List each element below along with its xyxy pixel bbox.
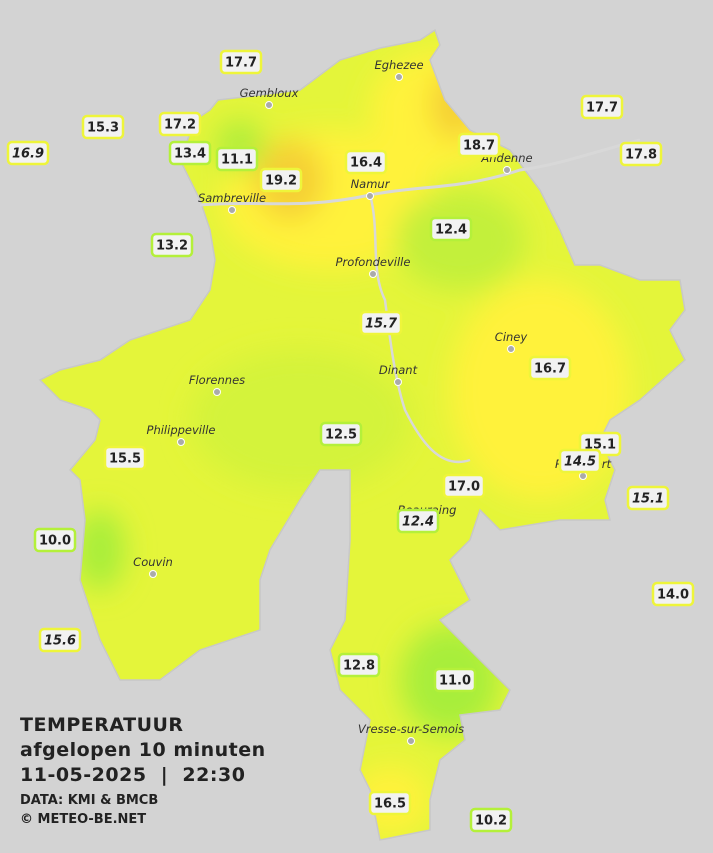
station-value: 10.0 — [39, 534, 71, 549]
town-label: Dinant — [379, 363, 418, 377]
station-value: 12.4 — [435, 223, 467, 238]
station-value: 19.2 — [265, 174, 297, 189]
town-label: Sambreville — [198, 191, 266, 205]
station-value: 13.2 — [156, 239, 188, 254]
station-box — [168, 140, 212, 166]
station-value: 11.0 — [439, 674, 471, 689]
station-box — [6, 140, 50, 166]
station-value: 17.2 — [164, 118, 196, 133]
station-value: 15.5 — [109, 452, 141, 467]
station-value: 12.8 — [343, 659, 375, 674]
station-box — [103, 445, 147, 471]
station-value: 13.4 — [174, 147, 206, 162]
town-dot — [213, 388, 221, 396]
town-dot — [395, 73, 403, 81]
station-box — [580, 94, 624, 120]
station-box — [368, 790, 412, 816]
station-box — [469, 807, 513, 833]
station-box — [259, 167, 303, 193]
station-box — [33, 527, 77, 553]
station-value: 17.7 — [586, 101, 618, 116]
station-value: 14.0 — [657, 588, 689, 603]
station-box — [150, 232, 194, 258]
station-value: 16.5 — [374, 797, 406, 812]
town-label: Profondeville — [336, 255, 411, 269]
period: afgelopen 10 minuten — [20, 739, 266, 761]
town-label: Namur — [351, 177, 391, 191]
station-box — [215, 146, 259, 172]
station-box — [558, 448, 602, 474]
station-value: 15.1 — [632, 492, 664, 507]
town-dot — [149, 570, 157, 578]
town-label: Ciney — [495, 330, 528, 344]
station-value: 17.7 — [225, 56, 257, 71]
station-value: 15.7 — [365, 317, 398, 332]
station-box — [359, 310, 403, 336]
town-label: Philippeville — [147, 423, 216, 437]
station-box — [38, 627, 82, 653]
town-dot — [394, 378, 402, 386]
station-value: 16.7 — [534, 362, 566, 377]
town-dot — [265, 101, 273, 109]
town-dot — [579, 472, 587, 480]
data-source: DATA: KMI & BMCB — [20, 793, 158, 808]
station-value: 16.9 — [12, 147, 44, 162]
datetime: 11-05-2025 | 22:30 — [20, 764, 245, 786]
station-value: 18.7 — [463, 139, 495, 154]
town-label: Vresse-sur-Semois — [358, 722, 464, 736]
station-box — [651, 581, 695, 607]
station-value: 11.1 — [221, 153, 253, 168]
station-box — [337, 652, 381, 678]
station-box — [626, 485, 670, 511]
station-value: 15.6 — [44, 634, 76, 649]
town-label: Eghezee — [374, 58, 423, 72]
station-box — [528, 355, 572, 381]
station-box — [396, 508, 440, 534]
town-dot — [366, 192, 374, 200]
station-box — [457, 132, 501, 158]
town-dot — [503, 166, 511, 174]
station-value: 12.4 — [402, 515, 434, 530]
station-box — [81, 114, 125, 140]
town-dot — [507, 345, 515, 353]
town-label: Florennes — [189, 373, 245, 387]
town-dot — [228, 206, 236, 214]
station-value: 12.5 — [325, 428, 357, 443]
town-dot — [177, 438, 185, 446]
town-dot — [369, 270, 377, 278]
station-box — [442, 473, 486, 499]
station-value: 17.8 — [625, 148, 657, 163]
station-box — [219, 49, 263, 75]
station-box — [429, 216, 473, 242]
town-label: Couvin — [133, 555, 173, 569]
station-box — [158, 111, 202, 137]
station-box — [319, 421, 363, 447]
title: TEMPERATUUR — [20, 714, 184, 736]
station-value: 17.0 — [448, 480, 480, 495]
station-box — [619, 141, 663, 167]
station-value: 10.2 — [475, 814, 507, 829]
station-value: 16.4 — [350, 156, 382, 171]
station-value: 14.5 — [564, 455, 596, 470]
town-dot — [407, 737, 415, 745]
station-box — [344, 149, 388, 175]
station-value: 15.3 — [87, 121, 119, 136]
copyright: © METEO-BE.NET — [20, 812, 146, 827]
town-label: Gembloux — [240, 86, 299, 100]
station-box — [433, 667, 477, 693]
